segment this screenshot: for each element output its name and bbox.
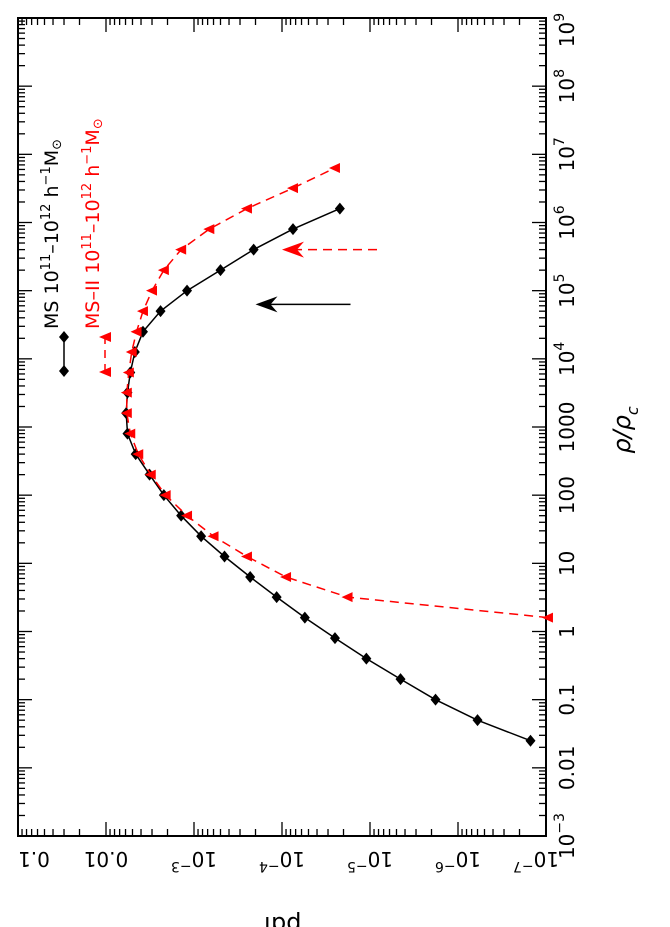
data-point <box>240 551 252 562</box>
legend-ms-marker <box>59 331 69 343</box>
data-point <box>334 202 345 215</box>
y-tick-label: 0.01 <box>84 847 129 871</box>
data-point <box>157 265 169 276</box>
data-point <box>146 285 158 296</box>
data-point <box>175 244 187 255</box>
annotation-arrow-head <box>255 296 278 313</box>
legend: MS 1011–1012 h−1M⊙ MS–II 1011–1012 h−1M⊙ <box>39 118 111 377</box>
x-tick-label: 10 <box>555 551 579 576</box>
legend-ms2-marker <box>99 332 111 342</box>
y-tick-label: 10−4 <box>259 847 305 874</box>
axis-ticks <box>17 17 547 837</box>
x-tick-label: 1 <box>555 625 579 638</box>
x-tick-label: 100 <box>555 476 579 514</box>
data-point <box>122 367 134 378</box>
data-point <box>299 611 310 624</box>
data-point <box>181 510 193 521</box>
data-point <box>248 243 259 256</box>
series-line-1 <box>126 167 549 619</box>
series-layer <box>120 163 553 747</box>
y-tick-label: 10−6 <box>435 847 481 874</box>
x-tick-label: 104 <box>552 342 579 376</box>
data-point <box>472 714 483 727</box>
legend-ms2-label: MS–II 1011–1012 h−1M⊙ <box>80 118 106 329</box>
data-point <box>430 693 441 706</box>
x-tick-label: 0.1 <box>555 684 579 716</box>
data-point <box>245 571 256 584</box>
data-point <box>120 387 132 398</box>
x-tick-label: 105 <box>552 273 579 307</box>
data-point <box>207 531 219 542</box>
x-tick-label: 108 <box>552 69 579 103</box>
y-tick-label: 10−7 <box>513 847 559 874</box>
data-point <box>159 490 171 501</box>
data-point <box>341 592 353 603</box>
x-tick-label: 1000 <box>555 402 579 453</box>
y-tick-labels: 10−7 10−6 10−5 10−4 10−3 0.01 0.1 <box>18 847 559 874</box>
annotation-arrow-head <box>282 241 304 258</box>
x-axis-label: ρ/ρc <box>608 406 642 454</box>
data-point <box>130 326 142 337</box>
data-point <box>219 550 230 563</box>
annotation-layer <box>255 241 377 313</box>
x-tick-labels: 10−3 0.01 0.1 1 10 100 1000 104 105 106 107 108 109 <box>552 13 579 859</box>
data-point <box>155 305 166 318</box>
data-point <box>525 734 536 747</box>
legend-ms-marker <box>59 365 69 377</box>
data-point <box>144 469 156 480</box>
data-point <box>541 612 553 623</box>
y-axis-label: pdf <box>262 911 301 927</box>
legend-ms-label: MS 1011–1012 h−1M⊙ <box>39 139 65 329</box>
y-tick-label: 10−3 <box>171 847 217 874</box>
data-point <box>124 428 136 439</box>
data-point <box>286 183 298 194</box>
data-point <box>329 632 340 645</box>
data-point <box>136 306 148 317</box>
data-point <box>328 163 340 174</box>
data-point <box>215 264 226 277</box>
y-tick-label: 0.1 <box>18 847 50 871</box>
data-point <box>125 346 137 357</box>
data-point <box>361 652 372 665</box>
data-point <box>271 591 282 604</box>
x-tick-label: 107 <box>552 137 579 171</box>
data-point <box>196 530 207 543</box>
data-point <box>287 223 298 236</box>
x-tick-label: 10−3 <box>552 813 579 859</box>
data-point <box>182 284 193 297</box>
x-tick-label: 0.01 <box>555 746 579 791</box>
data-point <box>280 572 292 583</box>
legend-ms2-marker <box>99 367 111 377</box>
data-point <box>132 449 144 460</box>
data-point <box>203 224 215 235</box>
data-point <box>240 203 252 214</box>
data-point <box>120 408 132 419</box>
x-tick-label: 106 <box>552 205 579 239</box>
x-tick-label: 109 <box>552 13 579 47</box>
y-tick-label: 10−5 <box>347 847 393 874</box>
data-point <box>395 673 406 686</box>
